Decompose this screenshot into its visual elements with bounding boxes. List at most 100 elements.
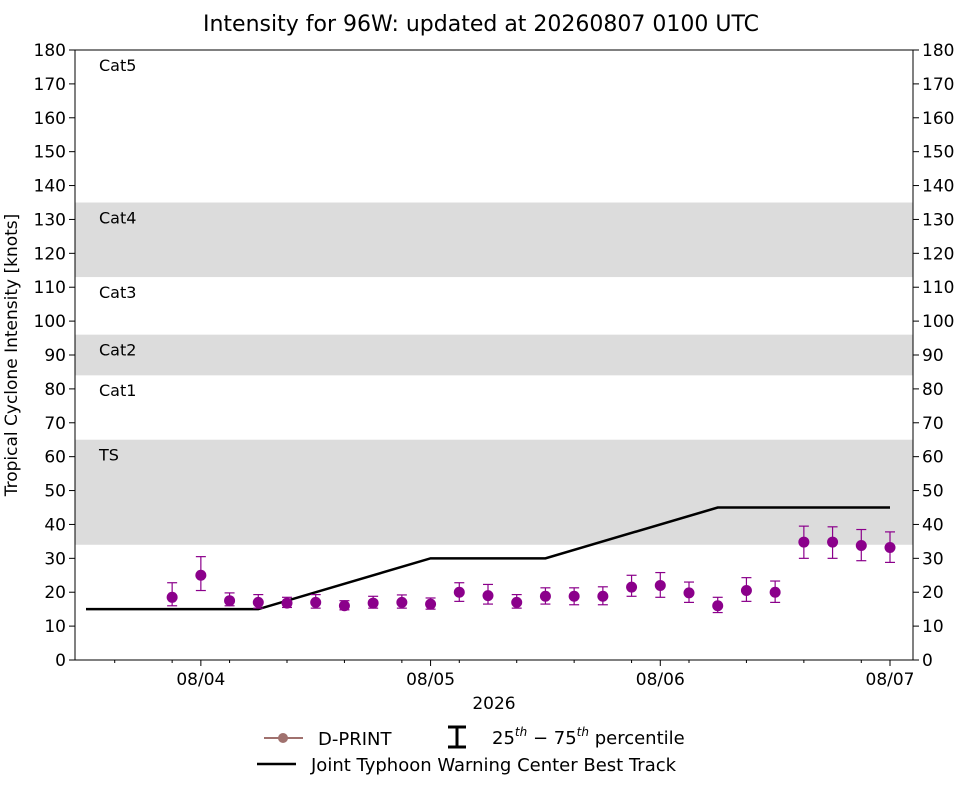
band-cat2 — [75, 334, 913, 376]
dprint-marker — [511, 596, 523, 608]
legend-dprint-label: D-PRINT — [318, 729, 392, 750]
dprint-point — [511, 593, 523, 609]
x-tick-label: 08/07 — [866, 670, 915, 690]
y-tick-label-left: 160 — [34, 109, 66, 129]
dprint-point — [281, 596, 293, 609]
y-tick-label-left: 60 — [44, 448, 66, 468]
dprint-marker — [338, 600, 350, 612]
dprint-marker — [884, 541, 896, 553]
x-tick-label: 08/06 — [636, 670, 685, 690]
y-tick-label-right: 20 — [922, 583, 944, 603]
dprint-marker — [310, 596, 322, 608]
chart-title: Intensity for 96W: updated at 20260807 0… — [203, 12, 759, 37]
dprint-marker — [252, 596, 264, 608]
best-track-line — [86, 506, 890, 611]
dprint-point — [252, 593, 264, 609]
y-tick-label-left: 50 — [44, 482, 66, 502]
dprint-marker — [712, 600, 724, 612]
y-tick-label-left: 10 — [44, 617, 66, 637]
dprint-marker — [683, 587, 695, 599]
dprint-point — [654, 571, 666, 598]
y-tick-label-right: 140 — [922, 177, 954, 197]
category-label-cat2: Cat2 — [99, 340, 136, 359]
y-tick-label-right: 70 — [922, 414, 944, 434]
dprint-marker — [425, 598, 437, 610]
y-tick-label-right: 80 — [922, 380, 944, 400]
dprint-point — [884, 531, 896, 564]
dprint-point — [338, 600, 350, 612]
y-tick-label-right: 160 — [922, 109, 954, 129]
legend-besttrack-label: Joint Typhoon Warning Center Best Track — [310, 755, 677, 776]
dprint-marker — [827, 536, 839, 548]
y-tick-label-left: 100 — [34, 312, 66, 332]
category-label-ts: TS — [98, 446, 119, 465]
best-track-polyline — [86, 506, 890, 611]
y-tick-label-left: 130 — [34, 210, 66, 230]
y-tick-label-left: 170 — [34, 75, 66, 95]
dprint-marker — [453, 586, 465, 598]
y-tick-label-left: 150 — [34, 143, 66, 163]
dprint-marker — [769, 586, 781, 598]
y-tick-label-right: 30 — [922, 549, 944, 569]
dprint-marker — [568, 590, 580, 602]
x-axis-label: 2026 — [472, 694, 515, 714]
category-bands — [75, 202, 913, 545]
y-tick-label-left: 80 — [44, 380, 66, 400]
dprint-points — [166, 525, 896, 614]
dprint-marker — [654, 579, 666, 591]
dprint-point — [712, 596, 724, 614]
dprint-point — [539, 587, 551, 605]
dprint-marker — [367, 597, 379, 609]
dprint-marker — [224, 595, 236, 607]
y-tick-label-right: 50 — [922, 482, 944, 502]
dprint-marker — [195, 569, 207, 581]
y-axis-label: Tropical Cyclone Intensity [knots] — [2, 214, 22, 498]
y-tick-label-right: 110 — [922, 278, 954, 298]
y-tick-label-left: 140 — [34, 177, 66, 197]
y-tick-label-right: 170 — [922, 75, 954, 95]
y-tick-label-right: 100 — [922, 312, 954, 332]
y-tick-label-left: 0 — [55, 651, 66, 671]
x-tick-label: 08/04 — [176, 670, 225, 690]
y-axis-left: 0 10 20 30 40 50 60 70 80 90 100 110 120 130 140 150 160… — [34, 41, 75, 671]
dprint-point — [626, 574, 638, 597]
dprint-point — [310, 593, 322, 609]
dprint-point — [683, 581, 695, 603]
dprint-point — [827, 526, 839, 559]
category-label-cat3: Cat3 — [99, 283, 136, 302]
y-tick-label-left: 120 — [34, 244, 66, 264]
dprint-marker — [855, 539, 867, 551]
legend-percentile-label: 25th − 75th percentile — [492, 725, 685, 749]
y-tick-label-right: 120 — [922, 244, 954, 264]
dprint-point — [195, 556, 207, 592]
y-tick-label-left: 110 — [34, 278, 66, 298]
y-tick-label-right: 40 — [922, 515, 944, 535]
dprint-point — [224, 592, 236, 607]
dprint-point — [769, 580, 781, 603]
dprint-point — [798, 525, 810, 559]
y-tick-label-left: 20 — [44, 583, 66, 603]
dprint-marker — [740, 585, 752, 597]
y-tick-label-right: 60 — [922, 448, 944, 468]
dprint-marker — [281, 597, 293, 609]
y-tick-label-left: 70 — [44, 414, 66, 434]
dprint-marker — [166, 591, 178, 603]
dprint-marker — [482, 590, 494, 602]
category-label-cat5: Cat5 — [99, 56, 136, 75]
dprint-point — [568, 587, 580, 606]
category-label-cat4: Cat4 — [99, 208, 136, 227]
y-axis-right: 0 10 20 30 40 50 60 70 80 90 100 110 120 130 140 150 160… — [913, 41, 954, 671]
x-axis: 08/04 08/05 08/06 08/07 — [114, 660, 915, 690]
legend-errorbar-icon — [448, 725, 466, 749]
dprint-marker — [396, 596, 408, 608]
dprint-point — [482, 583, 494, 605]
category-labels: TS Cat1 Cat2 Cat3 Cat4 Cat5 — [98, 56, 136, 465]
dprint-point — [367, 595, 379, 609]
y-tick-label-left: 30 — [44, 549, 66, 569]
dprint-marker — [626, 581, 638, 593]
dprint-marker — [539, 590, 551, 602]
dprint-point — [166, 582, 178, 607]
dprint-point — [396, 594, 408, 609]
dprint-marker — [597, 590, 609, 602]
